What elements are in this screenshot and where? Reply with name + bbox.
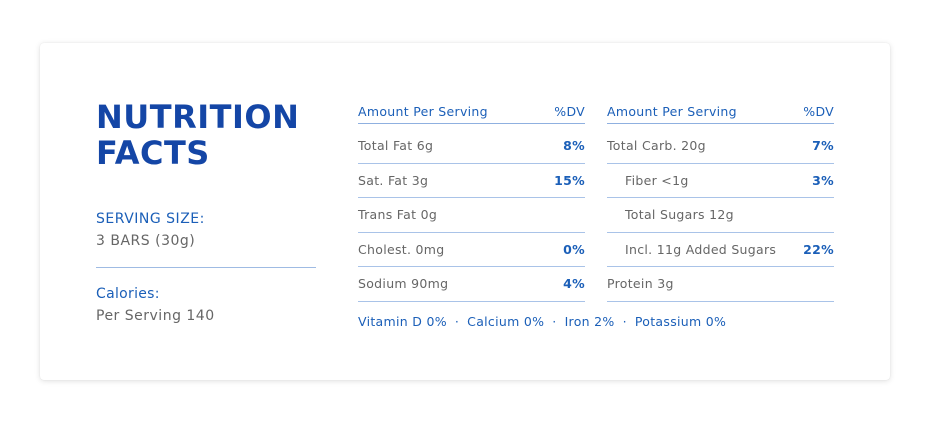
calcium-value: Calcium 0% <box>467 314 545 329</box>
table-row: Total Fat 6g 8% <box>358 129 585 164</box>
nutrient-name: Total Sugars 12g <box>625 207 734 223</box>
nutrient-name: Total Fat 6g <box>358 138 434 154</box>
nutrient-dv: 15% <box>554 172 585 188</box>
nutrient-dv: 8% <box>563 138 585 154</box>
nutrient-name: Fiber <1g <box>625 172 689 188</box>
calories-label: Calories: <box>96 286 160 302</box>
serving-size-value: 3 BARS (30g) <box>96 233 196 249</box>
dv-header: %DV <box>803 103 834 119</box>
table-row: Sodium 90mg 4% <box>358 267 585 302</box>
nutrient-name: Incl. 11g Added Sugars <box>625 241 777 257</box>
separator: · <box>454 314 460 329</box>
nutrition-facts-card: NUTRITION FACTS SERVING SIZE: 3 BARS (30… <box>40 43 890 380</box>
title-line-1: NUTRITION <box>96 98 300 136</box>
nutrient-name: Sodium 90mg <box>358 276 449 292</box>
serving-size-label: SERVING SIZE: <box>96 211 205 227</box>
table-row: Incl. 11g Added Sugars 22% <box>607 233 834 267</box>
table-row: Fiber <1g 3% <box>607 164 834 198</box>
nutrition-summary: NUTRITION FACTS SERVING SIZE: 3 BARS (30… <box>96 99 316 324</box>
nutrient-dv: 3% <box>812 172 834 188</box>
table-row: Total Carb. 20g 7% <box>607 129 834 164</box>
micronutrient-footnote: Vitamin D 0% · Calcium 0% · Iron 2% · Potassiu… <box>358 314 726 329</box>
nutrient-dv: 7% <box>812 138 834 154</box>
amount-per-serving-header: Amount Per Serving <box>358 103 488 119</box>
separator: · <box>552 314 557 329</box>
nutrient-dv: 0% <box>563 241 585 257</box>
nutrient-table-left: Amount Per Serving %DV Total Fat 6g 8% S… <box>358 99 585 302</box>
nutrient-name: Sat. Fat 3g <box>358 172 429 188</box>
table-header: Amount Per Serving %DV <box>358 99 585 124</box>
iron-value: Iron 2% <box>564 314 615 329</box>
amount-per-serving-header: Amount Per Serving <box>607 103 737 119</box>
dv-header: %DV <box>554 103 585 119</box>
nutrient-name: Trans Fat 0g <box>358 207 438 223</box>
table-row: Trans Fat 0g <box>358 198 585 233</box>
table-header: Amount Per Serving %DV <box>607 99 834 124</box>
nutrient-dv: 4% <box>563 276 585 292</box>
nutrient-table-right: Amount Per Serving %DV Total Carb. 20g 7… <box>607 99 834 302</box>
title-line-2: FACTS <box>96 134 210 172</box>
table-row: Protein 3g <box>607 267 834 302</box>
nutrient-dv: 22% <box>803 241 834 257</box>
table-row: Cholest. 0mg 0% <box>358 233 585 267</box>
nutrient-name: Protein 3g <box>607 276 674 292</box>
table-row: Total Sugars 12g <box>607 198 834 233</box>
separator: · <box>622 314 627 329</box>
calories-value: Per Serving 140 <box>96 308 215 324</box>
nutrient-name: Cholest. 0mg <box>358 241 445 257</box>
table-row: Sat. Fat 3g 15% <box>358 164 585 198</box>
page-title: NUTRITION FACTS <box>96 99 316 171</box>
potassium-value: Potassium 0% <box>634 314 727 329</box>
divider <box>96 267 316 268</box>
vitamin-d-value: Vitamin D 0% <box>358 314 447 329</box>
nutrient-name: Total Carb. 20g <box>607 138 706 154</box>
